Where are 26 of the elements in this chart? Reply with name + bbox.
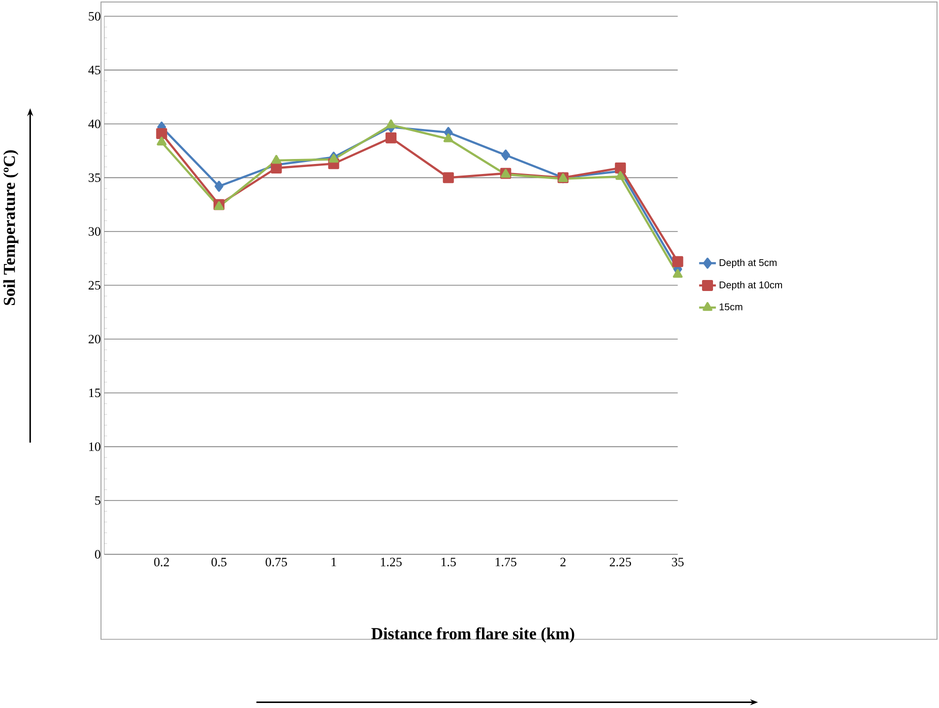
legend-label: Depth at 10cm <box>720 281 782 290</box>
y-tick-label: 45 <box>88 66 100 74</box>
x-tick-label: 2 <box>560 558 566 566</box>
y-axis-title: Soil Temperature (ºC) <box>3 150 18 305</box>
legend-label: Depth at 5cm <box>720 258 777 268</box>
y-tick-label: 25 <box>88 280 100 290</box>
x-axis-title: Distance from flare site (km) <box>371 627 574 643</box>
x-tick-label: 0.2 <box>154 558 169 566</box>
y-tick-label: 20 <box>88 334 100 344</box>
x-tick-label: 35 <box>672 558 684 566</box>
y-tick-label: 50 <box>88 12 100 20</box>
legend-label: 15cm <box>720 303 742 310</box>
y-tick-label: 30 <box>88 227 100 236</box>
y-tick-label: 10 <box>89 442 100 451</box>
x-tick-label: 0.75 <box>266 558 287 566</box>
y-tick-label: 35 <box>88 173 100 182</box>
y-tick-label: 15 <box>89 388 100 398</box>
y-tick-label: 0 <box>94 550 100 559</box>
y-tick-label: 40 <box>88 120 100 128</box>
y-tick-label: 5 <box>95 496 100 505</box>
x-tick-label: 1.75 <box>496 558 516 566</box>
x-tick-label: 0.5 <box>212 558 226 566</box>
x-tick-label: 1.5 <box>442 558 456 566</box>
x-tick-label: 1.25 <box>380 558 402 566</box>
x-tick-label: 1 <box>332 558 336 566</box>
x-tick-label: 2.25 <box>610 558 632 566</box>
